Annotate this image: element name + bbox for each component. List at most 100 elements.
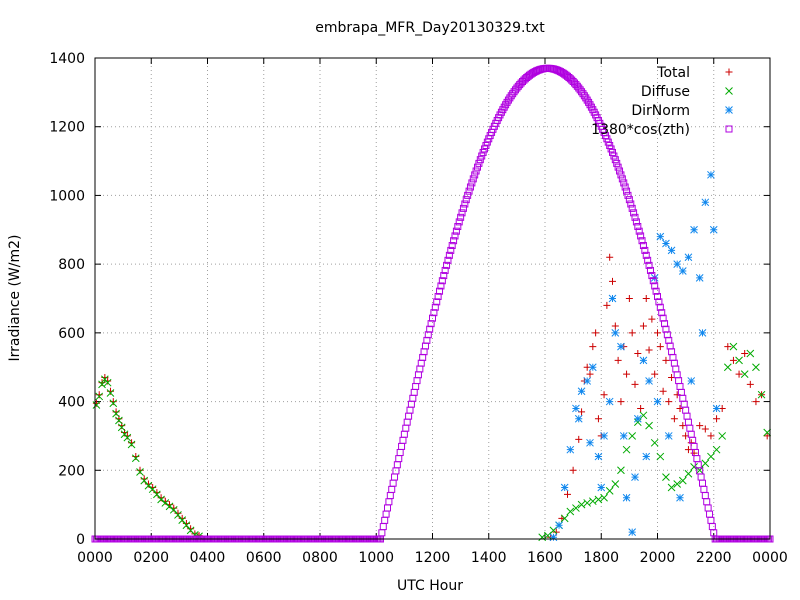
data-point xyxy=(678,267,687,275)
data-point xyxy=(641,246,649,254)
data-point xyxy=(628,329,636,337)
data-point xyxy=(645,261,653,269)
data-point xyxy=(465,187,473,195)
data-point xyxy=(695,274,704,282)
data-point xyxy=(434,293,442,301)
data-point xyxy=(472,167,480,175)
data-point xyxy=(609,277,616,285)
data-point xyxy=(645,421,653,430)
data-point xyxy=(388,485,396,493)
data-point xyxy=(665,336,673,344)
data-point xyxy=(638,237,646,245)
x-tick-label: 1800 xyxy=(583,550,619,566)
data-point xyxy=(92,399,100,407)
data-point xyxy=(471,171,479,179)
data-point xyxy=(611,322,619,330)
data-point xyxy=(639,411,648,420)
chart-title: embrapa_MFR_Day20130329.txt xyxy=(315,20,545,36)
data-point xyxy=(450,237,458,245)
data-point xyxy=(410,388,418,396)
data-point xyxy=(662,473,670,482)
data-point xyxy=(419,353,427,361)
data-point xyxy=(417,359,425,367)
data-point xyxy=(639,322,647,330)
data-point xyxy=(628,528,637,536)
data-point xyxy=(757,390,766,399)
data-point xyxy=(656,303,664,311)
data-point xyxy=(381,516,389,524)
data-point xyxy=(182,520,190,528)
data-point xyxy=(708,523,716,531)
data-point xyxy=(690,225,698,234)
data-point xyxy=(395,455,403,463)
data-point xyxy=(431,303,439,311)
x-tick-label: 0800 xyxy=(302,550,338,566)
data-point xyxy=(569,466,577,474)
data-point xyxy=(555,521,563,530)
data-point xyxy=(622,493,631,502)
data-point xyxy=(136,468,144,476)
plot-border xyxy=(94,57,771,540)
data-point xyxy=(620,179,628,187)
data-point xyxy=(622,445,631,454)
data-point xyxy=(589,343,597,351)
data-point xyxy=(421,342,429,350)
data-point xyxy=(433,298,441,306)
data-point xyxy=(566,507,575,516)
data-point xyxy=(706,510,714,518)
data-point xyxy=(597,483,606,492)
y-tick-label: 1000 xyxy=(49,188,85,204)
data-point xyxy=(476,156,484,164)
data-point xyxy=(682,406,690,414)
data-point xyxy=(178,514,186,522)
data-point xyxy=(670,415,678,423)
data-point xyxy=(389,479,397,487)
data-point xyxy=(701,492,709,500)
data-point xyxy=(455,218,463,226)
data-point xyxy=(646,266,654,274)
data-point xyxy=(684,418,692,426)
data-point xyxy=(588,363,597,372)
data-point xyxy=(416,365,424,373)
data-point xyxy=(103,378,112,387)
data-point xyxy=(174,511,182,519)
x-tick-label: 1200 xyxy=(415,550,451,566)
data-point xyxy=(648,315,656,323)
data-point xyxy=(379,523,387,531)
data-point xyxy=(378,529,386,537)
y-axis-label: Irradiance (W/m2) xyxy=(7,235,23,362)
data-point xyxy=(656,452,665,461)
data-point xyxy=(699,479,706,487)
data-point xyxy=(701,459,710,468)
data-point xyxy=(148,485,157,494)
data-point xyxy=(438,277,446,285)
data-point xyxy=(398,442,406,450)
data-point xyxy=(752,398,760,406)
data-point xyxy=(697,473,705,481)
data-point xyxy=(136,466,144,474)
data-point xyxy=(723,363,732,372)
data-point xyxy=(412,382,420,390)
data-point xyxy=(648,272,656,280)
data-point xyxy=(605,487,614,495)
x-tick-label: 0000 xyxy=(752,550,788,566)
data-point xyxy=(637,404,645,412)
data-point xyxy=(707,452,715,461)
data-point xyxy=(683,412,691,420)
data-point xyxy=(112,408,120,416)
data-point xyxy=(402,424,410,432)
data-point xyxy=(577,387,586,396)
data-point xyxy=(680,400,688,408)
data-point xyxy=(178,516,187,524)
data-point xyxy=(457,213,465,221)
legend-marker xyxy=(725,68,733,76)
data-point xyxy=(459,204,467,212)
data-point xyxy=(600,391,608,399)
data-point xyxy=(701,198,710,207)
data-point xyxy=(729,356,737,364)
data-point xyxy=(611,329,620,337)
data-point xyxy=(667,246,676,255)
data-point xyxy=(606,253,614,261)
y-tick-label: 600 xyxy=(58,326,85,342)
data-point xyxy=(420,348,428,356)
